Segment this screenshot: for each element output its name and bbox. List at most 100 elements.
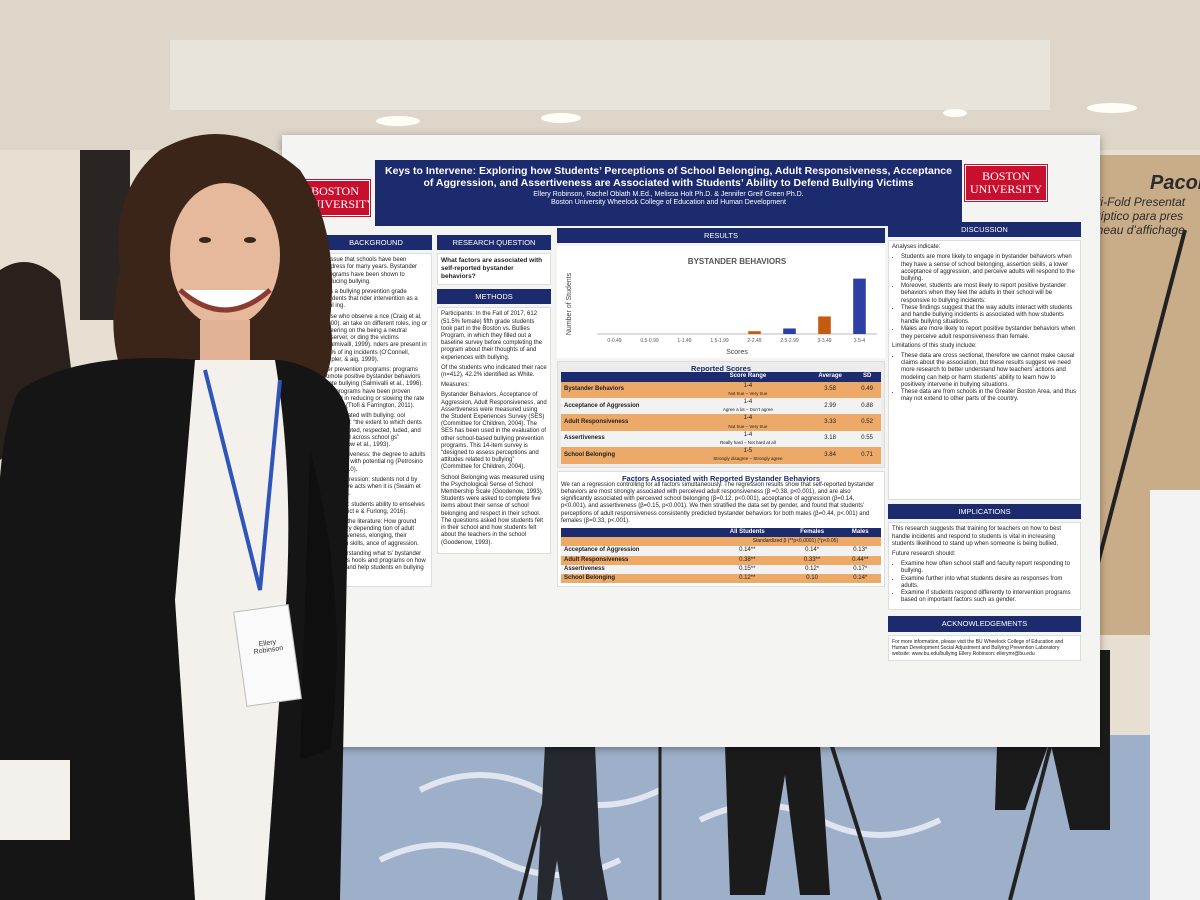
average-cell: 3.18 xyxy=(806,430,854,448)
range-cell: 1-4 Agree a lot – Don’t agree xyxy=(688,398,807,415)
table-row: Adult Responsiveness 1-4 Not true – Very t… xyxy=(561,414,881,431)
header-cell: Score Range xyxy=(688,372,807,382)
bullet-list: Examine how often school staff and facul… xyxy=(892,561,1077,604)
range: 1-5 xyxy=(743,448,753,455)
section-heading: BACKGROUND xyxy=(320,235,432,251)
methods-text: Measures: xyxy=(441,382,470,389)
title-band: Keys to Intervene: Exploring how Student… xyxy=(375,160,962,226)
sign-line: nneau d’affichage xyxy=(1090,223,1185,237)
ceiling-light xyxy=(376,116,420,126)
badge xyxy=(233,603,302,707)
discussion-text: Limitations of this study include: xyxy=(892,342,977,349)
factors-text: We ran a regression controlling for all … xyxy=(561,481,875,524)
poster: BOSTON UNIVERSITY Keys to Intervene: Exp… xyxy=(282,135,1100,747)
range-cell: 1-4 Not true – Very true xyxy=(688,381,807,399)
range: 1-4 xyxy=(743,431,753,438)
table-row: Adult Responsiveness 0.38** 0.33** 0.44** xyxy=(561,555,881,565)
implication-item: Examine if students respond differently … xyxy=(901,590,1077,604)
row-label: School Belonging xyxy=(561,447,689,464)
research-question: What factors are associated with self-re… xyxy=(437,253,551,286)
reported-scores: Reported Scores Score Range Average SD Byst… xyxy=(557,361,885,468)
sd-cell: 0.49 xyxy=(853,381,881,399)
header-cell: Males xyxy=(839,528,881,538)
ceiling-light xyxy=(943,109,967,117)
background-text: n issue that schools have been address f… xyxy=(324,257,418,285)
ceiling-light xyxy=(1087,103,1137,113)
row-label: Adult Responsiveness xyxy=(561,414,689,431)
sd-cell: 0.71 xyxy=(853,447,881,464)
range-cell: 1-4 Not true – Very true xyxy=(688,414,807,431)
implication-item: Examine further into what students desir… xyxy=(901,576,1077,590)
row-label: Acceptance of Aggression xyxy=(561,546,710,556)
lanyard xyxy=(203,369,282,591)
rq-methods: RESEARCH QUESTION What factors are assoc… xyxy=(437,235,551,740)
beta-cell: 0.14* xyxy=(839,574,881,584)
beta-cell: 0.12** xyxy=(709,574,785,584)
background-text: s is a bullying prevention grade student… xyxy=(324,289,418,310)
implications-text: This research suggests that training for… xyxy=(892,526,1062,547)
sign-line: Tríptico para pres xyxy=(1090,209,1184,223)
section-heading: DISCUSSION xyxy=(888,222,1081,238)
section-heading: METHODS xyxy=(437,289,551,305)
limitation-item: These data are cross sectional, therefor… xyxy=(901,353,1077,389)
average-cell: 3.58 xyxy=(806,381,854,399)
factors: Factors Associated with Reported Bystand… xyxy=(557,470,885,588)
easel-leg xyxy=(828,739,882,900)
smile xyxy=(178,288,272,313)
section-body: Analyses indicate: Students are more like… xyxy=(888,240,1081,501)
cuff xyxy=(0,760,70,840)
discussion-item: Males are more likely to report positive… xyxy=(901,326,1077,340)
average-cell: 2.99 xyxy=(806,398,854,415)
range-anchors: Not true – Very true xyxy=(728,390,768,396)
row-label: School Belonging xyxy=(561,574,710,584)
background-text: rs associated with bullying: ool belongi… xyxy=(324,413,422,449)
x-tick-label: 0-0.49 xyxy=(607,338,621,344)
header-cell xyxy=(561,528,710,538)
table-row: School Belonging 0.12** 0.10 0.14* xyxy=(561,574,881,584)
eye xyxy=(244,237,256,243)
scores-table: Score Range Average SD Bystander Behaviors 1… xyxy=(561,372,881,464)
y-axis-label: Number of Students xyxy=(566,273,573,336)
methods-text: Of the students who indicated their race… xyxy=(441,364,547,379)
subheader-cell: Standardized β (**p<0.0001) (*p<0.05) xyxy=(709,537,881,547)
range-cell: 1-5 Strongly disagree – Strongly agree xyxy=(688,447,807,464)
header-row: Score Range Average SD xyxy=(561,372,881,382)
range: 1-4 xyxy=(743,382,753,389)
range: 1-4 xyxy=(743,399,753,406)
average-cell: 3.33 xyxy=(806,414,854,431)
methods-text: Participants: In the Fall of 2017, 612 (… xyxy=(441,311,543,361)
beta-cell: 0.17* xyxy=(839,564,881,575)
range-cell: 1-4 Really hard – Not hard at all xyxy=(688,430,807,448)
beta-cell: 0.33** xyxy=(784,555,840,565)
header-cell: SD xyxy=(853,372,881,382)
row-label: Bystander Behaviors xyxy=(561,381,689,399)
background-text: der prevention programs: programs romote… xyxy=(324,367,425,410)
header-cell: Females xyxy=(784,528,840,538)
methods-text: Bystander Behaviors, Acceptance of Aggre… xyxy=(441,392,547,471)
header-cell: All Students xyxy=(709,528,785,538)
authors: Ellery Robinson, Rachel Oblath M.Ed., Me… xyxy=(533,191,804,198)
x-tick-label: 3.5-4 xyxy=(854,338,866,344)
x-tick-label: 0.5-0.99 xyxy=(640,338,659,344)
eye xyxy=(199,237,211,243)
section-body: n issue that schools have been address f… xyxy=(320,253,432,587)
table-row: Acceptance of Aggression 1-4 Agree a lot –… xyxy=(561,398,881,415)
paper-roll xyxy=(1150,490,1200,900)
range-anchors: Not true – Very true xyxy=(728,423,768,429)
shirt xyxy=(175,360,289,900)
row-label: Assertiveness xyxy=(561,564,710,575)
discussion-text: Analyses indicate: xyxy=(892,244,941,251)
discussion-item: Moreover, students are most likely to re… xyxy=(901,283,1077,305)
neck xyxy=(200,320,250,370)
background-text: ing from the literature: How ground migh… xyxy=(324,518,419,547)
arm xyxy=(300,450,337,760)
section-body: This research suggests that training for… xyxy=(888,522,1081,611)
discussion-item: Students are more likely to engage in by… xyxy=(901,254,1077,283)
discussion-item: These findings suggest that the way adul… xyxy=(901,305,1077,327)
beta-cell: 0.44** xyxy=(839,555,881,565)
range: 1-4 xyxy=(743,415,753,422)
chart: BYSTANDER BEHAVIORS Number of Students Sco… xyxy=(557,246,885,359)
ceiling-light xyxy=(541,113,581,123)
range-anchors: Really hard – Not hard at all xyxy=(720,440,776,446)
